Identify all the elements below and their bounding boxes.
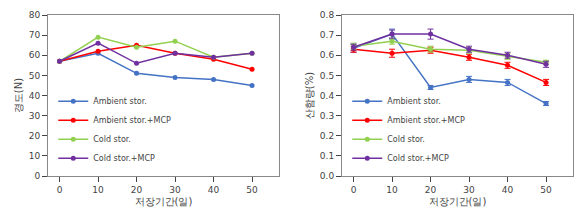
svg-text:0.7: 0.7	[320, 30, 334, 40]
svg-text:저장기간(일): 저장기간(일)	[135, 196, 193, 207]
svg-text:0.8: 0.8	[320, 10, 335, 20]
svg-text:Ambient stor.+MCP: Ambient stor.+MCP	[387, 116, 465, 125]
svg-text:경도(N): 경도(N)	[13, 78, 24, 113]
svg-text:0.6: 0.6	[320, 50, 335, 60]
svg-text:산함량(%): 산함량(%)	[304, 72, 315, 119]
svg-text:40: 40	[208, 185, 220, 195]
svg-text:Ambient stor.: Ambient stor.	[93, 97, 147, 106]
svg-text:40: 40	[29, 91, 41, 101]
svg-text:50: 50	[540, 185, 552, 195]
svg-text:30: 30	[29, 111, 41, 121]
svg-text:0.2: 0.2	[320, 131, 334, 141]
svg-text:저장기간(일): 저장기간(일)	[429, 196, 487, 207]
svg-text:0.0: 0.0	[320, 171, 335, 181]
svg-text:0.4: 0.4	[320, 91, 335, 101]
svg-text:50: 50	[29, 71, 41, 81]
svg-text:20: 20	[29, 131, 41, 141]
svg-text:0.3: 0.3	[320, 111, 334, 121]
svg-text:40: 40	[502, 185, 514, 195]
svg-text:0.1: 0.1	[320, 151, 334, 161]
svg-text:Cold stor.: Cold stor.	[93, 135, 131, 144]
svg-text:Cold stor.+MCP: Cold stor.+MCP	[93, 154, 155, 163]
svg-text:80: 80	[29, 10, 41, 20]
svg-text:50: 50	[246, 185, 258, 195]
svg-text:0: 0	[34, 171, 40, 181]
svg-text:Ambient stor.+MCP: Ambient stor.+MCP	[93, 116, 171, 125]
svg-text:70: 70	[29, 30, 41, 40]
svg-text:0: 0	[57, 185, 63, 195]
svg-text:10: 10	[29, 151, 41, 161]
svg-text:20: 20	[131, 185, 143, 195]
svg-text:0: 0	[351, 185, 357, 195]
svg-text:Cold stor.: Cold stor.	[387, 135, 425, 144]
svg-text:Cold stor.+MCP: Cold stor.+MCP	[387, 154, 449, 163]
svg-text:60: 60	[29, 50, 41, 60]
svg-text:10: 10	[92, 185, 104, 195]
svg-text:30: 30	[169, 185, 181, 195]
svg-text:Ambient stor.: Ambient stor.	[387, 97, 441, 106]
svg-text:10: 10	[386, 185, 398, 195]
svg-text:20: 20	[425, 185, 437, 195]
svg-text:0.5: 0.5	[320, 71, 334, 81]
svg-text:30: 30	[463, 185, 475, 195]
